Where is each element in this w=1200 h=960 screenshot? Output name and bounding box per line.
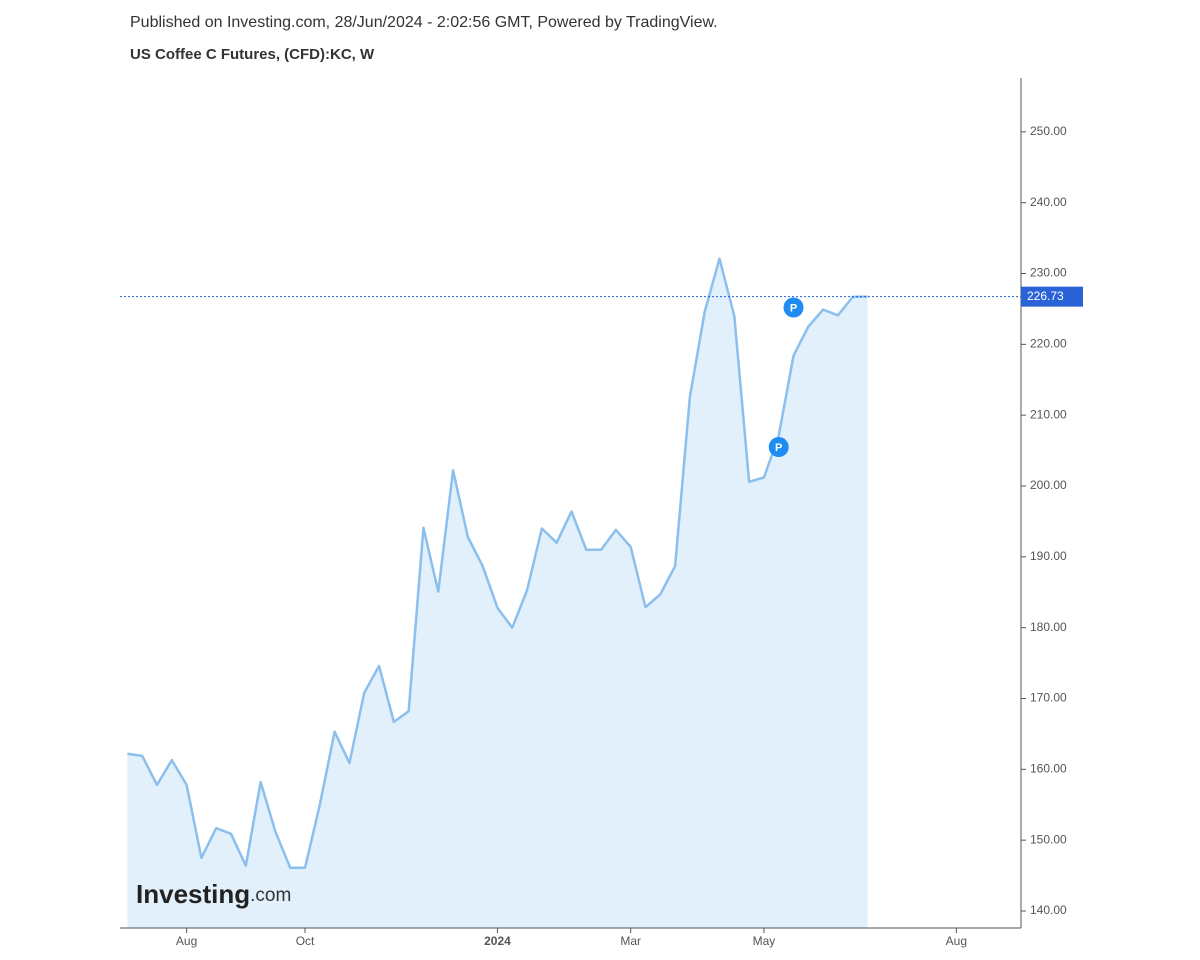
logo-brand: Investing [136, 879, 250, 909]
price-line [127, 257, 868, 870]
y-tick-label: 210.00 [1030, 407, 1067, 421]
y-tick-label: 190.00 [1030, 549, 1067, 563]
x-tick-label: Aug [946, 934, 967, 948]
x-tick-label: Aug [176, 934, 197, 948]
y-tick-label: 200.00 [1030, 478, 1067, 492]
logo: Investing.com [136, 879, 291, 909]
published-note: Published on Investing.com, 28/Jun/2024 … [130, 14, 718, 31]
y-tick-label: 220.00 [1030, 337, 1067, 351]
y-tick-label: 230.00 [1030, 266, 1067, 280]
event-marker-label: P [775, 442, 782, 454]
y-tick-label: 170.00 [1030, 691, 1067, 705]
event-marker [768, 437, 789, 458]
y-tick-label: 180.00 [1030, 620, 1067, 634]
y-tick-label: 160.00 [1030, 762, 1067, 776]
x-tick-label: Mar [620, 934, 641, 948]
x-tick-label: 2024 [484, 934, 511, 948]
x-tick-label: Oct [296, 934, 315, 948]
event-marker-label: P [790, 302, 797, 314]
y-tick-label: 250.00 [1030, 124, 1067, 138]
y-tick-label: 140.00 [1030, 903, 1067, 917]
event-marker [783, 297, 804, 318]
last-price-label: 226.73 [1027, 289, 1064, 303]
chart-title: US Coffee C Futures, (CFD):KC, W [130, 46, 375, 63]
y-tick-label: 150.00 [1030, 832, 1067, 846]
logo-suffix: .com [250, 885, 291, 906]
last-price-box [1021, 286, 1083, 307]
y-tick-label: 240.00 [1030, 195, 1067, 209]
area-fill [127, 258, 868, 928]
x-tick-label: May [753, 934, 776, 948]
